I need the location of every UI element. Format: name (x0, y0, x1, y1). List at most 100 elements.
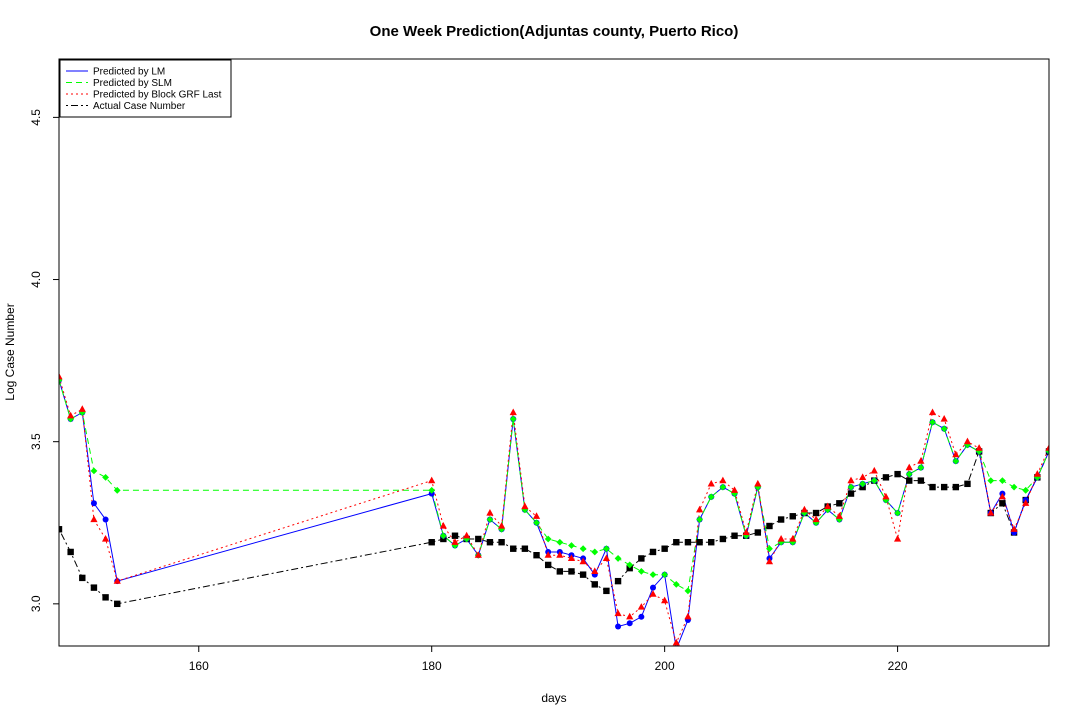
predicted-by-block-grf-last-point (1022, 499, 1030, 506)
predicted-by-slm-point (556, 538, 564, 546)
predicted-by-block-grf-last-point (1045, 444, 1049, 451)
predicted-by-slm-point (987, 477, 995, 485)
actual-case-number-point (894, 470, 901, 478)
predicted-by-slm-point (626, 561, 634, 569)
actual-case-number-point (673, 539, 680, 546)
predicted-by-block-grf-last-point (463, 531, 471, 539)
predicted-by-block-grf-last-point (591, 567, 599, 575)
predicted-by-block-grf-last-point (789, 534, 797, 542)
predicted-by-slm-point (859, 480, 867, 488)
predicted-by-slm-point (905, 470, 913, 478)
predicted-by-lm-point (673, 646, 679, 652)
predicted-by-lm-point (615, 623, 622, 630)
actual-case-number-point (510, 545, 517, 552)
actual-case-number-point (533, 551, 540, 559)
predicted-by-block-grf-last-point (975, 444, 983, 451)
predicted-by-slm-point (509, 415, 517, 423)
predicted-by-block-grf-last-point (765, 557, 774, 565)
actual-case-number-point (789, 513, 796, 520)
predicted-by-block-grf-last-point (859, 473, 867, 480)
predicted-by-block-grf-last-point (684, 612, 692, 620)
predicted-by-block-grf-last-point (1033, 470, 1041, 477)
predicted-by-block-grf-last-point (870, 466, 878, 474)
actual-case-number-point (684, 539, 692, 546)
predicted-by-block-grf-last-point (428, 476, 436, 484)
predicted-by-block-grf-last-point (882, 492, 890, 500)
predicted-by-block-grf-last-point (742, 528, 750, 536)
actual-case-number-point (766, 522, 773, 530)
predicted-by-block-grf-last-point (556, 551, 564, 558)
actual-case-number-point (568, 568, 575, 575)
actual-case-number-point (917, 477, 925, 484)
predicted-by-block-grf-last-point (998, 492, 1007, 500)
predicted-by-lm-point (626, 620, 633, 627)
predicted-by-slm-point (929, 418, 936, 426)
actual-case-number-point (102, 594, 109, 601)
predicted-by-slm-point (684, 587, 692, 595)
predicted-by-block-grf-last-point (777, 534, 785, 542)
actual-case-number-point (521, 545, 529, 552)
predicted-by-slm-point (870, 477, 878, 485)
actual-case-number-point (79, 574, 86, 582)
actual-case-number-point (952, 483, 960, 491)
predicted-by-block-grf-last-point (78, 405, 86, 412)
legend-label-predicted-by-slm: Predicted by SLM (93, 78, 172, 89)
predicted-by-block-grf-last-point (835, 512, 843, 519)
predicted-by-block-grf-last-line (59, 376, 1049, 645)
legend-box (59, 59, 232, 118)
predicted-by-slm-point (766, 545, 773, 553)
legend-label-predicted-by-lm: Predicted by LM (93, 67, 165, 78)
predicted-by-block-grf-last-point (90, 515, 98, 523)
predicted-by-slm-point (102, 473, 109, 481)
actual-case-number-point (882, 474, 890, 481)
predicted-by-block-grf-last-point (695, 505, 704, 513)
y-tick-label: 4.0 (29, 271, 43, 288)
predicted-by-block-grf-last-point (67, 411, 75, 419)
predicted-by-slm-point (1033, 473, 1041, 481)
predicted-by-slm-point (847, 483, 855, 491)
predicted-by-lm-point (102, 516, 109, 523)
x-tick-label: 180 (422, 659, 442, 673)
actual-case-number-point (603, 587, 610, 595)
predicted-by-slm-point (696, 516, 703, 523)
actual-case-number-point (847, 490, 855, 497)
series-points (59, 372, 1049, 652)
predicted-by-slm-point (544, 535, 552, 543)
predicted-by-slm-point (952, 457, 960, 465)
predicted-by-block-grf-last-point (730, 486, 739, 493)
actual-case-number-point (67, 548, 74, 556)
predicted-by-block-grf-last-point (824, 502, 832, 510)
actual-case-number-point (638, 555, 645, 562)
predicted-by-block-grf-last-point (614, 609, 622, 617)
predicted-by-block-grf-last-point (917, 457, 925, 464)
predicted-by-block-grf-last-point (952, 450, 960, 458)
predicted-by-block-grf-last-point (626, 612, 634, 620)
legend-label-predicted-by-block-grf-last: Predicted by Block GRF Last (93, 90, 222, 101)
actual-case-number-point (964, 480, 971, 488)
predicted-by-block-grf-last-point (812, 515, 820, 523)
predicted-by-slm-point (719, 483, 727, 491)
actual-case-number-point (114, 600, 121, 608)
actual-case-number-point (614, 577, 622, 585)
actual-case-number-point (812, 509, 820, 517)
actual-case-number-point (649, 548, 657, 556)
actual-case-number-point (777, 516, 785, 523)
predicted-by-slm-point (486, 516, 494, 523)
actual-case-number-point (836, 500, 843, 507)
actual-case-number-point (940, 483, 948, 491)
predicted-by-block-grf-last-point (800, 505, 809, 513)
predicted-by-lm-point (90, 500, 97, 507)
actual-case-number-point (428, 539, 435, 546)
actual-case-number-point (556, 568, 564, 575)
predicted-by-lm-point (650, 584, 656, 591)
x-tick-label: 220 (888, 659, 908, 673)
predicted-by-slm-point (439, 532, 447, 540)
predicted-by-block-grf-last-point (59, 372, 63, 380)
predicted-by-block-grf-last-point (1010, 525, 1018, 532)
predicted-by-block-grf-last-point (113, 577, 121, 584)
predicted-by-slm-point (940, 425, 948, 433)
actual-case-number-point (696, 539, 703, 546)
predicted-by-block-grf-last-point (649, 590, 657, 597)
actual-case-number-point (929, 483, 936, 491)
